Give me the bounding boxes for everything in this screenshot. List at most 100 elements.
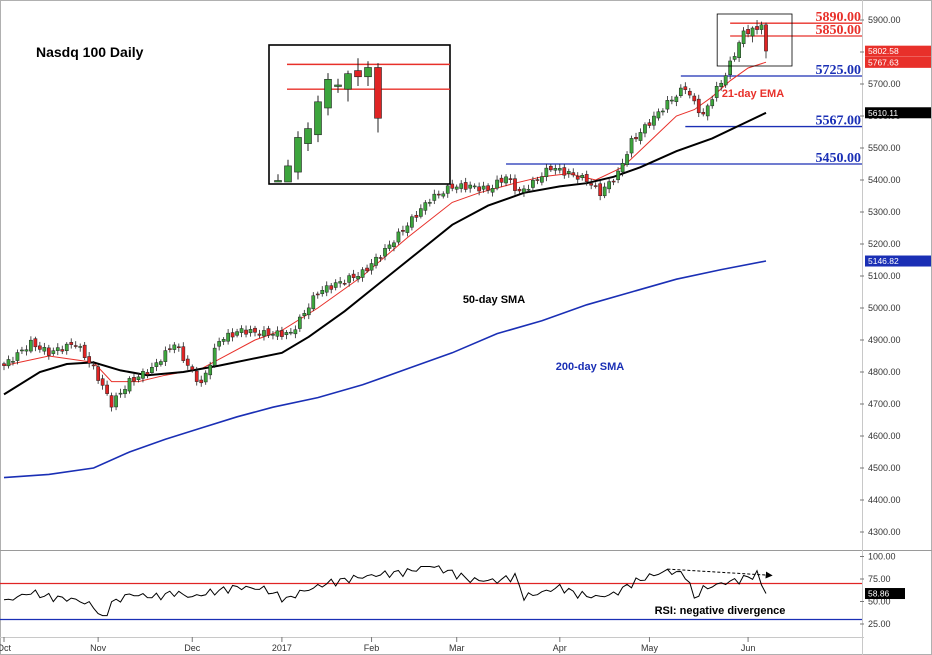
candle-body — [593, 185, 598, 187]
candle-body — [105, 384, 109, 394]
candle-body — [396, 231, 401, 243]
candle-body — [11, 361, 15, 363]
candle-body — [687, 90, 692, 96]
candle-body — [557, 168, 562, 171]
inset-candle-body — [354, 70, 362, 78]
price-tag-box — [865, 107, 931, 119]
candle-body — [634, 137, 638, 140]
rsi-line — [3, 565, 767, 617]
candle-body — [123, 389, 127, 395]
candle-body — [64, 343, 69, 351]
candle-body — [365, 267, 369, 272]
price-tick-label: 4500.00 — [868, 463, 901, 473]
candle-body — [383, 248, 387, 257]
candle-body — [746, 29, 750, 35]
candle-body — [544, 167, 549, 178]
level-label: 5725.00 — [816, 63, 862, 78]
candle-body — [315, 293, 320, 296]
price-tag-label: 5610.11 — [868, 108, 898, 118]
candle-body — [625, 154, 629, 165]
candle-body — [728, 60, 732, 75]
candle-body — [141, 371, 145, 379]
inset-candle-body — [374, 67, 382, 119]
candle-body — [710, 99, 715, 107]
candle-body — [741, 30, 746, 44]
inset-candle-body — [284, 165, 292, 183]
rsi-value-tag — [865, 588, 905, 600]
zoom-marker-box — [716, 13, 793, 67]
candle-body — [46, 347, 51, 356]
candle-body — [324, 285, 329, 293]
chart-annotation: 21-day EMA — [722, 88, 784, 100]
candle-body — [172, 344, 177, 350]
time-tick-label: May — [641, 643, 659, 653]
candle-body — [423, 202, 428, 211]
candle-body — [306, 307, 311, 316]
candle-body — [566, 171, 571, 174]
candle-body — [562, 167, 567, 176]
candle-body — [419, 208, 423, 217]
time-tick-label: Apr — [553, 643, 567, 653]
candle-body — [360, 269, 365, 278]
time-tick-label: Jun — [741, 643, 756, 653]
candle-body — [414, 214, 419, 218]
candle-body — [347, 275, 351, 283]
inset-candle-body — [344, 73, 352, 90]
level-label: 5850.00 — [816, 23, 862, 38]
candle-body — [351, 273, 356, 278]
candle-body — [571, 172, 576, 176]
candle-body — [575, 176, 580, 180]
candle-body — [73, 345, 78, 347]
candle-body — [320, 290, 325, 295]
time-tick-label: Dec — [184, 643, 201, 653]
candle-body — [311, 295, 316, 310]
candle-body — [764, 24, 768, 52]
candle-body — [522, 188, 526, 193]
candle-body — [190, 366, 195, 370]
candle-body — [297, 316, 302, 329]
candle-body — [463, 182, 468, 190]
chart-title: Nasdq 100 Daily — [36, 44, 144, 60]
candle-body — [69, 342, 74, 345]
candle-body — [750, 27, 755, 37]
candle-body — [598, 183, 603, 196]
candle-body — [607, 181, 611, 190]
candle-body — [620, 163, 625, 173]
candle-body — [38, 345, 42, 350]
candle-body — [100, 378, 105, 386]
candle-body — [508, 178, 513, 180]
price-tag-label: 5802.58 — [868, 46, 899, 56]
candle-body — [670, 99, 674, 102]
price-tick-label: 5500.00 — [868, 143, 901, 153]
level-label: 5450.00 — [816, 151, 862, 166]
candle-body — [495, 179, 499, 189]
candle-body — [159, 361, 163, 365]
price-tick-label: 4600.00 — [868, 431, 901, 441]
rsi-tick-label: 50.00 — [868, 597, 891, 607]
candle-body — [208, 364, 213, 376]
candle-body — [145, 372, 150, 375]
price-tag-label: 5767.63 — [868, 57, 899, 67]
candle-body — [374, 256, 378, 266]
candle-body — [436, 193, 441, 196]
inset-candle-body — [304, 128, 312, 144]
chart-annotation: RSI: negative divergence — [655, 605, 786, 617]
candle-body — [459, 183, 464, 189]
candle-body — [60, 349, 65, 352]
candle-body — [176, 346, 181, 348]
candle-body — [226, 332, 230, 342]
candle-body — [302, 313, 307, 316]
candle-body — [248, 329, 253, 334]
candle-body — [441, 193, 446, 197]
price-tick-label: 4700.00 — [868, 399, 901, 409]
candle-body — [15, 352, 20, 361]
candle-body — [244, 329, 248, 335]
candle-body — [221, 339, 226, 342]
price-tick-label: 5700.00 — [868, 79, 901, 89]
candle-body — [185, 358, 190, 366]
rsi-tick-label: 25.00 — [868, 619, 891, 629]
candle-body — [472, 185, 477, 188]
price-tick-label: 4300.00 — [868, 527, 901, 537]
candle-body — [477, 186, 481, 192]
